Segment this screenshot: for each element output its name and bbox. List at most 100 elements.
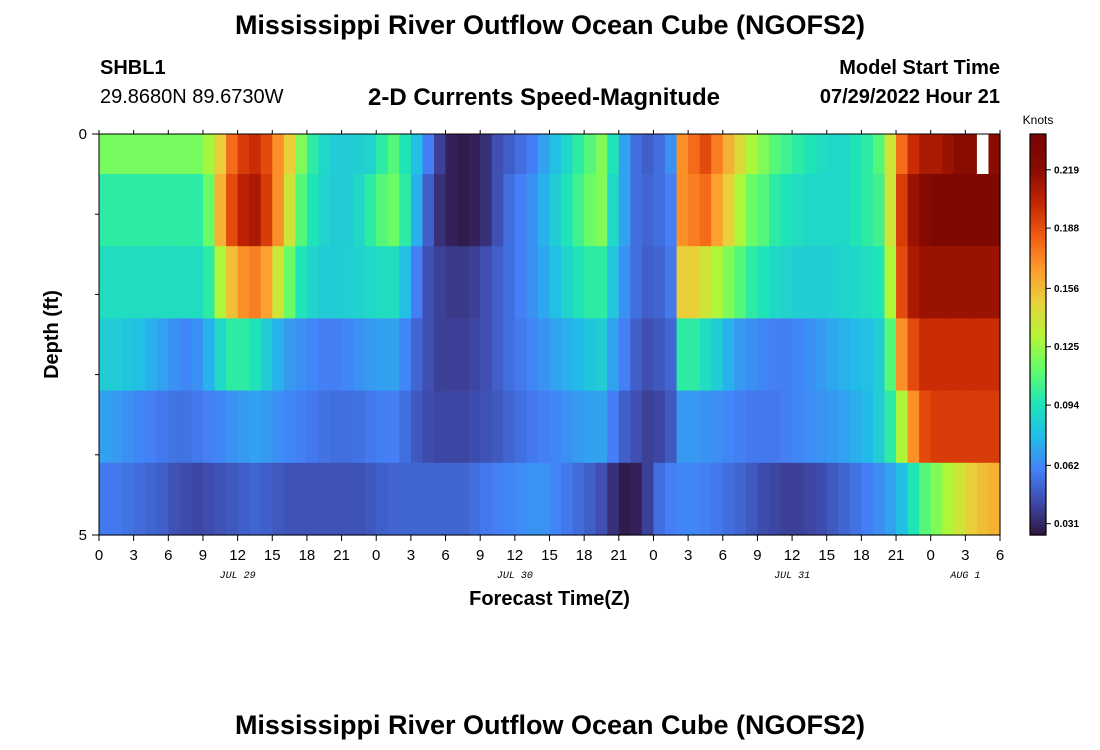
heatmap-cell	[433, 318, 447, 392]
colorbar-swatch	[1030, 411, 1046, 416]
heatmap-cell	[549, 134, 562, 175]
heatmap-cell	[318, 134, 331, 175]
heatmap-cell	[122, 246, 135, 319]
heatmap-cell	[688, 462, 701, 536]
heatmap-cell	[99, 390, 112, 464]
heatmap-cell	[526, 174, 539, 247]
heatmap-cell	[653, 246, 666, 319]
colorbar-swatch	[1030, 160, 1046, 165]
heatmap-cell	[907, 390, 920, 464]
heatmap-cell	[122, 174, 135, 247]
heatmap-cell	[584, 246, 597, 319]
x-tick-label: 21	[333, 547, 350, 564]
colorbar-swatch	[1030, 260, 1046, 265]
heatmap-cell	[688, 174, 701, 247]
colorbar-swatch	[1030, 371, 1046, 376]
heatmap-cell	[503, 246, 516, 319]
colorbar-swatch	[1030, 140, 1046, 145]
x-tick-label: 0	[372, 547, 380, 564]
date-label: AUG 1	[949, 571, 980, 582]
heatmap-cell	[306, 246, 320, 319]
heatmap-cell	[179, 174, 193, 247]
heatmap-cell	[433, 174, 447, 247]
heatmap-cell	[896, 318, 909, 392]
colorbar-swatch	[1030, 408, 1046, 412]
x-tick-label: 9	[476, 547, 484, 564]
x-tick-label: 15	[264, 547, 281, 564]
heatmap-cell	[156, 462, 169, 536]
heatmap-cell	[156, 318, 169, 392]
heatmap-cell	[815, 246, 828, 319]
heatmap-cell	[711, 174, 724, 247]
colorbar-swatch	[1030, 297, 1046, 302]
heatmap-cell	[330, 318, 343, 392]
colorbar-swatch	[1030, 307, 1046, 312]
x-tick-label: 18	[299, 547, 316, 564]
colorbar-swatch	[1030, 194, 1046, 199]
colorbar-swatch	[1030, 421, 1046, 426]
heatmap-cell	[584, 462, 597, 536]
heatmap-cell	[734, 390, 747, 464]
colorbar-tick-label: 0.031	[1054, 519, 1079, 530]
heatmap-cell	[665, 390, 678, 464]
heatmap-cell	[572, 462, 585, 536]
heatmap-cell	[145, 246, 158, 319]
heatmap-cell	[584, 390, 597, 464]
heatmap-cell	[595, 318, 608, 392]
colorbar-swatch	[1030, 441, 1046, 446]
colorbar-swatch	[1030, 150, 1046, 155]
colorbar-swatch	[1030, 224, 1046, 229]
heatmap-cell	[168, 246, 181, 319]
heatmap-cell	[410, 318, 424, 392]
heatmap-cell	[734, 318, 747, 392]
heatmap-cell	[919, 462, 932, 536]
heatmap-cell	[641, 174, 655, 247]
x-tick-label: 18	[576, 547, 593, 564]
heatmap-cell	[907, 246, 920, 319]
heatmap-cell	[387, 174, 400, 247]
colorbar-swatch	[1030, 367, 1046, 372]
colorbar-swatch	[1030, 514, 1046, 519]
heatmap-cell	[168, 390, 181, 464]
heatmap-cell	[364, 390, 377, 464]
heatmap-cell	[976, 390, 990, 464]
heatmap-cell	[226, 318, 239, 392]
heatmap-cell	[526, 462, 539, 536]
heatmap-cell	[445, 390, 458, 464]
heatmap-cell	[399, 134, 412, 175]
heatmap-cell	[676, 174, 689, 247]
heatmap-cell	[514, 174, 527, 247]
x-axis-label: Forecast Time(Z)	[469, 588, 630, 610]
x-tick-label: 6	[996, 547, 1004, 564]
heatmap-cell	[792, 462, 805, 536]
heatmap-cell	[699, 390, 712, 464]
heatmap-cell	[780, 174, 793, 247]
colorbar-swatch	[1030, 264, 1046, 269]
heatmap-cell	[387, 246, 400, 319]
colorbar-swatch	[1030, 180, 1046, 185]
heatmap-cell	[514, 462, 527, 536]
heatmap-cell	[884, 462, 897, 536]
y-tick-label: 0	[79, 126, 87, 143]
heatmap-cell	[237, 462, 250, 536]
heatmap-cell	[561, 134, 574, 175]
heatmap-cell	[330, 134, 343, 175]
heatmap-cell	[641, 390, 655, 464]
heatmap-cell	[457, 462, 470, 536]
colorbar-swatch	[1030, 498, 1046, 503]
colorbar-swatch	[1030, 448, 1046, 453]
colorbar-swatch	[1030, 284, 1046, 289]
colorbar-swatch	[1030, 174, 1046, 179]
colorbar-swatch	[1030, 301, 1046, 306]
heatmap-cell	[584, 134, 597, 175]
heatmap-cell	[283, 462, 296, 536]
heatmap-cell	[503, 174, 516, 247]
heatmap-cell	[930, 246, 943, 319]
heatmap-cell	[896, 174, 909, 247]
colorbar-swatch	[1030, 220, 1046, 225]
colorbar-swatch	[1030, 434, 1046, 439]
colorbar-swatch	[1030, 458, 1046, 463]
heatmap-cell	[630, 318, 643, 392]
heatmap-cell	[387, 462, 400, 536]
heatmap-cell	[792, 246, 805, 319]
